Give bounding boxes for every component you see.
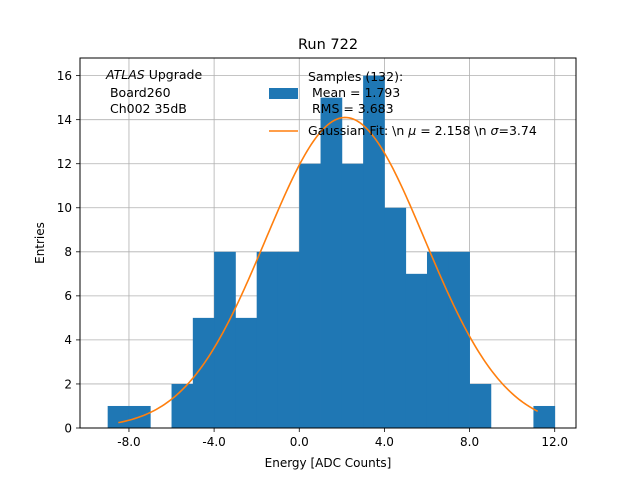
y-tick-label-2: 4 — [64, 333, 72, 347]
histogram-bar-13 — [384, 207, 407, 428]
histogram-bar-16 — [448, 251, 470, 428]
upgrade-label: Upgrade — [145, 67, 203, 82]
histogram-bar-17 — [469, 383, 492, 428]
legend-hist-line3: RMS = 3.683 — [308, 101, 394, 116]
legend-hist-line1: Samples (132): — [308, 69, 403, 84]
y-tick-label-7: 14 — [57, 113, 72, 127]
gaussian-fit-curve — [118, 116, 539, 424]
histogram-bar-0 — [107, 405, 130, 428]
x-tick-label-4: 8.0 — [460, 435, 479, 449]
y-tick-label-1: 2 — [64, 377, 72, 391]
board-label: Board260 — [106, 85, 171, 100]
x-tick-label-5: 12.0 — [541, 435, 568, 449]
legend-hist-line2: Mean = 1.793 — [308, 85, 400, 100]
y-tick-label-5: 10 — [57, 201, 72, 215]
chart-title: Run 722 — [298, 37, 358, 53]
x-tick-label-1: -4.0 — [202, 435, 225, 449]
histogram-bar-9 — [299, 163, 321, 428]
y-tick-label-0: 0 — [64, 421, 72, 435]
y-axis-ticks: 0 2 4 6 8 10 12 14 16 — [57, 69, 80, 435]
y-tick-label-4: 8 — [64, 245, 72, 259]
legend-fit-sigma-value: =3.74 — [498, 123, 536, 138]
legend-hist-swatch — [269, 88, 298, 99]
histogram-bar-8 — [277, 251, 300, 428]
plot-frame — [79, 57, 577, 429]
y-tick-label-8: 16 — [57, 69, 72, 83]
svg-text:ATLAS Upgrade: ATLAS Upgrade — [105, 67, 202, 82]
legend-fit-sigma-symbol: σ — [491, 123, 500, 138]
channel-label: Ch002 35dB — [106, 101, 187, 116]
x-axis-ticks: -8.0 -4.0 0.0 4.0 8.0 12.0 — [117, 428, 568, 449]
histogram-bar-7 — [256, 251, 279, 428]
x-tick-label-3: 4.0 — [375, 435, 394, 449]
legend: Samples (132): Mean = 1.793 RMS = 3.683 … — [269, 69, 537, 138]
legend-fit-mu-value: = 2.158 \n — [416, 123, 490, 138]
histogram-bar-20 — [533, 405, 556, 428]
histogram-bar-14 — [405, 273, 428, 428]
histogram-bars — [107, 75, 556, 429]
y-tick-label-6: 12 — [57, 157, 72, 171]
legend-fit-mu-symbol: μ — [407, 123, 416, 138]
y-axis-label: Entries — [33, 222, 47, 264]
histogram-bar-11 — [341, 163, 364, 428]
histogram-bar-15 — [426, 251, 449, 428]
x-tick-label-2: 0.0 — [290, 435, 309, 449]
atlas-annotation: ATLAS Upgrade Board260 Ch002 35dB — [105, 67, 202, 116]
histogram-bar-4 — [192, 317, 215, 428]
histogram-bar-12 — [363, 75, 385, 428]
x-axis-label: Energy [ADC Counts] — [265, 456, 392, 470]
y-tick-label-3: 6 — [64, 289, 72, 303]
legend-fit-label: Gaussian Fit: \n μ = 2.158 \n σ=3.74 — [308, 123, 537, 138]
x-tick-label-0: -8.0 — [117, 435, 140, 449]
atlas-label: ATLAS — [105, 67, 145, 82]
histogram-bar-5 — [214, 251, 236, 428]
histogram-bar-6 — [235, 317, 258, 428]
gaussian-fit — [118, 116, 539, 424]
histogram-bar-10 — [320, 97, 343, 429]
legend-fit-prefix: Gaussian Fit: \n — [308, 123, 408, 138]
